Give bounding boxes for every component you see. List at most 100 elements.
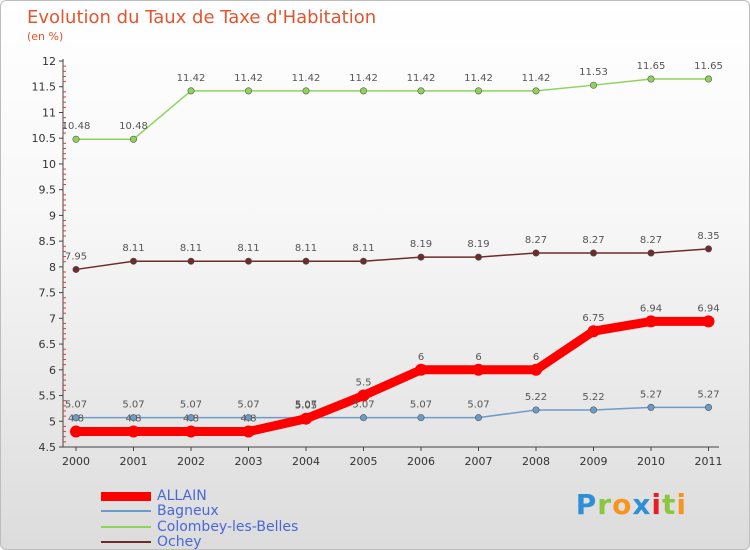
x-tick-label: 2001 xyxy=(120,455,148,468)
data-label: 8.11 xyxy=(352,243,374,254)
data-point xyxy=(130,257,138,265)
data-point xyxy=(130,135,138,143)
data-label: 8.19 xyxy=(467,239,489,250)
data-label: 11.42 xyxy=(234,73,263,84)
data-label: 8.11 xyxy=(180,243,202,254)
data-point xyxy=(647,403,655,411)
legend-label: ALLAIN xyxy=(157,488,207,504)
series-line-colombey-les-belles xyxy=(75,78,710,140)
data-point xyxy=(417,253,425,261)
legend-swatch xyxy=(101,491,151,501)
data-point xyxy=(130,414,138,422)
data-label: 4.8 xyxy=(183,414,199,425)
data-point xyxy=(589,81,597,89)
data-label: 10.48 xyxy=(62,121,91,132)
data-label: 8.19 xyxy=(410,239,432,250)
legend-swatch xyxy=(101,510,151,512)
x-tick-label: 2002 xyxy=(177,455,205,468)
data-point xyxy=(587,325,600,338)
data-label: 8.11 xyxy=(122,243,144,254)
data-label: 11.65 xyxy=(694,61,723,72)
series-line-bagneux xyxy=(75,406,710,419)
data-point xyxy=(72,265,80,273)
data-label: 8.11 xyxy=(295,243,317,254)
data-label: 6 xyxy=(418,352,424,363)
data-label: 11.42 xyxy=(177,73,206,84)
data-label: 8.11 xyxy=(237,243,259,254)
series-line-ochey xyxy=(75,248,710,271)
y-tick-label: 10 xyxy=(42,158,56,171)
data-label: 5.27 xyxy=(640,389,662,400)
data-label: 5.07 xyxy=(180,400,202,411)
data-point xyxy=(72,135,80,143)
y-tick-label: 6.5 xyxy=(39,338,57,351)
data-point xyxy=(70,425,82,438)
data-label: 10.48 xyxy=(119,121,148,132)
data-point xyxy=(472,363,485,376)
y-tick-label: 11 xyxy=(42,106,56,119)
logo-letter: x xyxy=(632,488,652,521)
data-label: 6 xyxy=(475,352,481,363)
legend-item: Bagneux xyxy=(101,503,219,519)
data-point xyxy=(704,75,712,83)
data-point xyxy=(417,414,425,422)
data-label: 6.94 xyxy=(697,303,719,314)
data-point xyxy=(187,257,195,265)
y-tick-label: 9 xyxy=(49,209,56,222)
data-point xyxy=(704,403,712,411)
y-tick-label: 6 xyxy=(49,364,56,377)
y-tick-label: 10.5 xyxy=(32,132,57,145)
x-tick-label: 2010 xyxy=(637,455,665,468)
data-point xyxy=(300,412,312,425)
data-point xyxy=(245,87,253,95)
logo-letter: t xyxy=(662,488,677,521)
y-tick-label: 11.5 xyxy=(32,81,57,94)
data-label: 7.95 xyxy=(65,251,87,262)
y-tick-label: 5 xyxy=(49,415,56,428)
x-tick-label: 2004 xyxy=(292,455,320,468)
data-label: 11.42 xyxy=(292,73,321,84)
legend-item: ALLAIN xyxy=(101,488,207,504)
chart-title: Evolution du Taux de Taxe d'Habitation xyxy=(27,7,377,28)
y-tick-label: 9.5 xyxy=(39,184,57,197)
data-label: 5.22 xyxy=(582,392,604,403)
data-point xyxy=(187,414,195,422)
proxiti-logo: Proxiti xyxy=(576,488,687,521)
data-point xyxy=(647,75,655,83)
data-label: 4.8 xyxy=(126,414,142,425)
data-point xyxy=(704,245,712,253)
data-point xyxy=(589,249,597,257)
data-point xyxy=(532,406,540,414)
data-point xyxy=(242,425,255,438)
logo-letter: i xyxy=(676,488,687,521)
data-point xyxy=(532,249,540,257)
x-tick-label: 2011 xyxy=(695,455,723,468)
data-label: 5.22 xyxy=(525,392,547,403)
data-point xyxy=(474,253,482,261)
data-point xyxy=(245,257,253,265)
data-label: 4.8 xyxy=(241,414,257,425)
data-label: 11.65 xyxy=(637,61,666,72)
data-label: 5.05 xyxy=(295,401,317,412)
data-point xyxy=(647,249,655,257)
data-label: 6 xyxy=(533,352,539,363)
chart-subtitle: (en %) xyxy=(27,30,64,43)
logo-letter: r xyxy=(597,488,613,521)
data-point xyxy=(589,406,597,414)
y-tick-label: 7.5 xyxy=(39,287,57,300)
data-label: 6.75 xyxy=(582,313,604,324)
data-point xyxy=(359,257,367,265)
y-tick-label: 8 xyxy=(49,261,56,274)
x-tick-label: 2008 xyxy=(522,455,550,468)
data-label: 5.27 xyxy=(697,389,719,400)
data-label: 5.07 xyxy=(295,400,317,411)
data-label: 5.07 xyxy=(410,400,432,411)
logo-letter: P xyxy=(575,488,598,521)
data-point xyxy=(357,389,370,402)
data-point xyxy=(645,315,657,328)
data-label: 8.27 xyxy=(582,235,604,246)
data-label: 5.07 xyxy=(237,400,259,411)
data-label: 5.07 xyxy=(65,400,87,411)
data-point xyxy=(530,363,542,376)
